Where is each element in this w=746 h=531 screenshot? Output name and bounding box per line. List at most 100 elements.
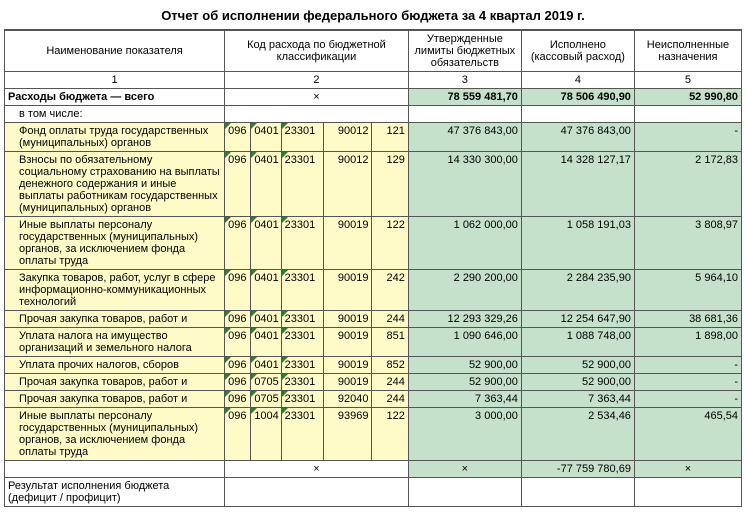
code-c3: 23301 — [281, 408, 323, 461]
subheader-row: в том числе: — [5, 106, 742, 123]
header-executed: Исполнено (кассовый расход) — [521, 31, 634, 72]
unexec-cell: 2 172,83 — [634, 152, 741, 217]
executed-cell: 47 376 843,00 — [521, 123, 634, 152]
row-name: Прочая закупка товаров, работ и — [5, 391, 225, 408]
row-name: Прочая закупка товаров, работ и — [5, 374, 225, 391]
code-c2: 0401 — [251, 357, 281, 374]
totals-row: Расходы бюджета — всего × 78 559 481,70 … — [5, 89, 742, 106]
approved-cell: 2 290 200,00 — [408, 270, 521, 311]
code-c1: 096 — [225, 391, 251, 408]
code-c1: 096 — [225, 123, 251, 152]
code-c1: 096 — [225, 328, 251, 357]
table-row: Уплата налога на имущество организаций и… — [5, 328, 742, 357]
code-c5: 852 — [372, 357, 408, 374]
unexec-cell: - — [634, 391, 741, 408]
executed-cell: 52 900,00 — [521, 374, 634, 391]
code-c3: 23301 — [281, 270, 323, 311]
code-c1: 096 — [225, 357, 251, 374]
table-row: Закупка товаров, работ, услуг в сфере ин… — [5, 270, 742, 311]
budget-table: Наименование показателя Код расхода по б… — [4, 30, 742, 507]
row-name: Закупка товаров, работ, услуг в сфере ин… — [5, 270, 225, 311]
row-name: Фонд оплаты труда государственных (муниц… — [5, 123, 225, 152]
unexec-cell: - — [634, 123, 741, 152]
approved-cell: 52 900,00 — [408, 374, 521, 391]
code-c3: 23301 — [281, 391, 323, 408]
code-c2: 0401 — [251, 270, 281, 311]
column-numbers: 1 2 3 4 5 — [5, 72, 742, 89]
table-row: Иные выплаты персоналу государственных (… — [5, 408, 742, 461]
code-c5: 244 — [372, 374, 408, 391]
code-c1: 096 — [225, 217, 251, 270]
executed-cell: 14 328 127,17 — [521, 152, 634, 217]
executed-cell: 2 284 235,90 — [521, 270, 634, 311]
code-c5: 244 — [372, 311, 408, 328]
code-c1: 096 — [225, 152, 251, 217]
header-name: Наименование показателя — [5, 31, 225, 72]
code-c1: 096 — [225, 311, 251, 328]
code-c2: 0401 — [251, 328, 281, 357]
code-c3: 23301 — [281, 328, 323, 357]
code-c4: 90019 — [323, 357, 371, 374]
code-c4: 90012 — [323, 123, 371, 152]
code-c1: 096 — [225, 374, 251, 391]
code-c2: 0401 — [251, 311, 281, 328]
code-c4: 90012 — [323, 152, 371, 217]
table-row: Фонд оплаты труда государственных (муниц… — [5, 123, 742, 152]
approved-cell: 14 330 300,00 — [408, 152, 521, 217]
row-name: Уплата налога на имущество организаций и… — [5, 328, 225, 357]
code-c5: 121 — [372, 123, 408, 152]
code-c2: 0401 — [251, 152, 281, 217]
code-c3: 23301 — [281, 374, 323, 391]
executed-cell: 1 088 748,00 — [521, 328, 634, 357]
code-c5: 122 — [372, 217, 408, 270]
unexec-cell: - — [634, 374, 741, 391]
code-c1: 096 — [225, 408, 251, 461]
code-c4: 93969 — [323, 408, 371, 461]
header-approved: Утвержденные лимиты бюджетных обязательс… — [408, 31, 521, 72]
code-c4: 90019 — [323, 311, 371, 328]
table-row: Иные выплаты персоналу государственных (… — [5, 217, 742, 270]
header-unexecuted: Неисполненные назначения — [634, 31, 741, 72]
code-c5: 122 — [372, 408, 408, 461]
footer-row: Результат исполнения бюджета (дефицит / … — [5, 478, 742, 507]
approved-cell: 3 000,00 — [408, 408, 521, 461]
unexec-cell: 1 898,00 — [634, 328, 741, 357]
code-c3: 23301 — [281, 311, 323, 328]
code-c1: 096 — [225, 270, 251, 311]
code-c5: 242 — [372, 270, 408, 311]
code-c4: 90019 — [323, 217, 371, 270]
code-c2: 0705 — [251, 391, 281, 408]
unexec-cell: 5 964,10 — [634, 270, 741, 311]
code-c2: 1004 — [251, 408, 281, 461]
unexec-cell: 3 808,97 — [634, 217, 741, 270]
summary-row: ××-77 759 780,69× — [5, 461, 742, 478]
row-name: Иные выплаты персоналу государственных (… — [5, 408, 225, 461]
row-name: Взносы по обязательному социальному стра… — [5, 152, 225, 217]
row-name: Иные выплаты персоналу государственных (… — [5, 217, 225, 270]
code-c3: 23301 — [281, 217, 323, 270]
row-name: Уплата прочих налогов, сборов — [5, 357, 225, 374]
code-c2: 0401 — [251, 217, 281, 270]
table-row: Прочая закупка товаров, работ и096040123… — [5, 311, 742, 328]
code-c4: 92040 — [323, 391, 371, 408]
code-c4: 90019 — [323, 270, 371, 311]
approved-cell: 52 900,00 — [408, 357, 521, 374]
table-row: Прочая закупка товаров, работ и096070523… — [5, 374, 742, 391]
executed-cell: 1 058 191,03 — [521, 217, 634, 270]
table-row: Уплата прочих налогов, сборов09604012330… — [5, 357, 742, 374]
approved-cell: 47 376 843,00 — [408, 123, 521, 152]
approved-cell: 12 293 329,26 — [408, 311, 521, 328]
approved-cell: 1 090 646,00 — [408, 328, 521, 357]
unexec-cell: 38 681,36 — [634, 311, 741, 328]
code-c3: 23301 — [281, 357, 323, 374]
code-c2: 0705 — [251, 374, 281, 391]
approved-cell: 1 062 000,00 — [408, 217, 521, 270]
executed-cell: 7 363,44 — [521, 391, 634, 408]
code-c5: 851 — [372, 328, 408, 357]
executed-cell: 52 900,00 — [521, 357, 634, 374]
executed-cell: 12 254 647,90 — [521, 311, 634, 328]
code-c4: 90019 — [323, 374, 371, 391]
code-c3: 23301 — [281, 123, 323, 152]
code-c2: 0401 — [251, 123, 281, 152]
code-c3: 23301 — [281, 152, 323, 217]
